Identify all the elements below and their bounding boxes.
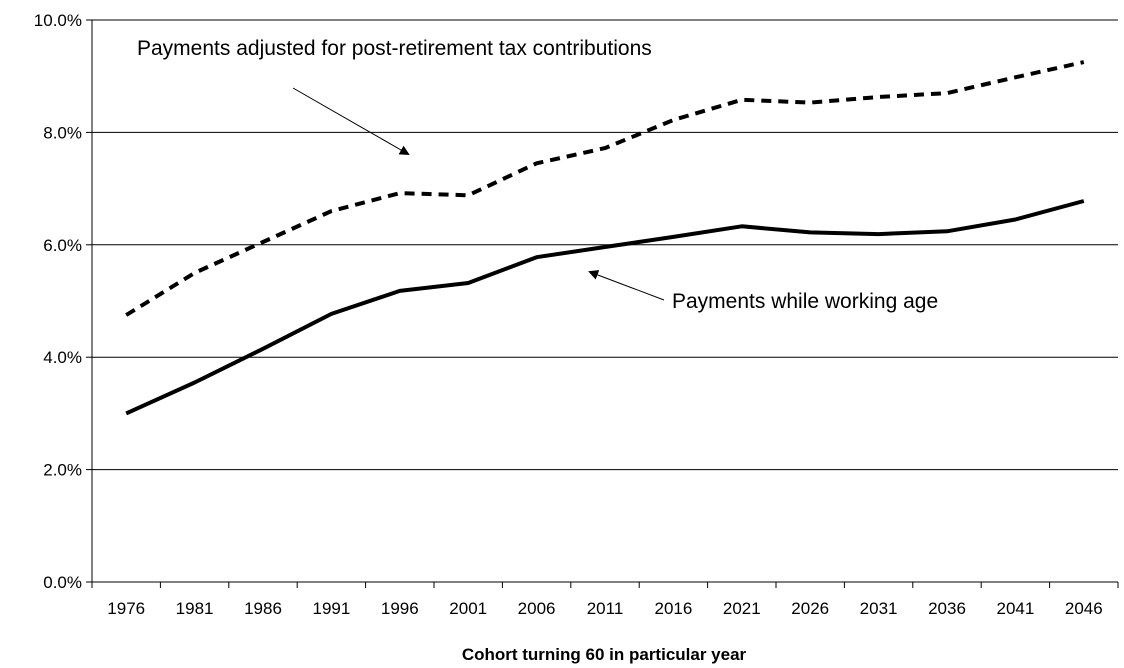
x-tick-label: 2041 xyxy=(996,599,1034,618)
x-tick-label: 1976 xyxy=(107,599,145,618)
x-tick-label: 2021 xyxy=(723,599,761,618)
x-tick-label: 1986 xyxy=(244,599,282,618)
series-line-working-age-payments xyxy=(125,199,1085,416)
x-tick-label: 2031 xyxy=(860,599,898,618)
y-tick-label: 8.0% xyxy=(43,123,82,142)
annotation-working-age-payments: Payments while working age xyxy=(672,290,938,313)
y-tick-label: 10.0% xyxy=(34,11,82,30)
x-axis-tick-labels: 1976 1981 1986 1991 1996 2001 2006 2011 2016 2021… xyxy=(107,599,1102,618)
x-tick-label: 2011 xyxy=(587,599,624,618)
x-tick-label: 1996 xyxy=(381,599,419,618)
y-axis-tick-labels: 0.0% 2.0% 4.0% 6.0% 8.0% 10.0% xyxy=(34,11,82,592)
series-lines xyxy=(125,60,1085,416)
annotation-adjusted-payments: Payments adjusted for post-retirement ta… xyxy=(137,37,652,60)
series-line-adjusted-payments xyxy=(125,60,1085,317)
x-tick-label: 2001 xyxy=(449,599,487,618)
x-tick-label: 1991 xyxy=(312,599,350,618)
y-tick-label: 4.0% xyxy=(43,348,82,367)
x-tick-label: 2006 xyxy=(518,599,556,618)
x-tick-label: 1981 xyxy=(176,599,214,618)
axes xyxy=(86,19,1119,588)
x-tick-label: 2046 xyxy=(1065,599,1103,618)
x-axis-title: Cohort turning 60 in particular year xyxy=(462,645,747,664)
x-tick-label: 2036 xyxy=(928,599,966,618)
y-tick-label: 0.0% xyxy=(43,573,82,592)
annotation-arrow-working-age xyxy=(588,270,665,301)
y-tick-label: 6.0% xyxy=(43,236,82,255)
gridlines xyxy=(92,19,1118,471)
annotation-arrow-adjusted xyxy=(292,87,410,155)
x-tick-label: 2016 xyxy=(654,599,692,618)
x-tick-label: 2026 xyxy=(791,599,829,618)
y-tick-label: 2.0% xyxy=(43,461,82,480)
